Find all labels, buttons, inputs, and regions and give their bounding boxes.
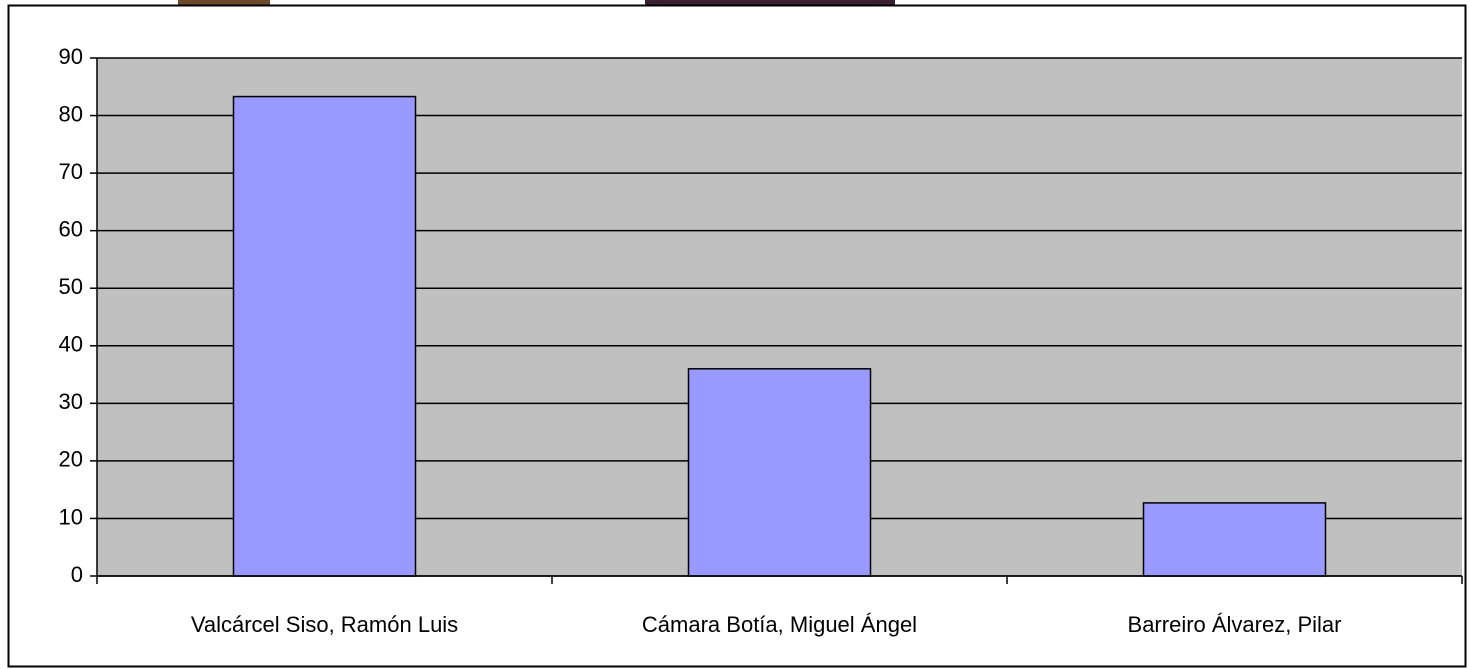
x-tick-label: Valcárcel Siso, Ramón Luis xyxy=(191,612,458,637)
y-tick-label: 0 xyxy=(71,562,83,587)
photo-fragment xyxy=(645,0,895,5)
y-tick-label: 60 xyxy=(59,216,83,241)
x-tick-label: Cámara Botía, Miguel Ángel xyxy=(642,612,917,637)
y-tick-label: 50 xyxy=(59,274,83,299)
y-tick-label: 30 xyxy=(59,389,83,414)
y-tick-label: 70 xyxy=(59,159,83,184)
bar xyxy=(1142,502,1327,577)
x-tick-label: Barreiro Álvarez, Pilar xyxy=(1128,612,1342,637)
y-tick-label: 90 xyxy=(59,44,83,69)
y-tick-label: 40 xyxy=(59,332,83,357)
y-tick-label: 20 xyxy=(59,447,83,472)
y-tick-label: 10 xyxy=(59,504,83,529)
y-tick-label: 80 xyxy=(59,101,83,126)
bar xyxy=(232,95,417,577)
bar xyxy=(687,368,872,577)
photo-fragment xyxy=(178,0,270,5)
